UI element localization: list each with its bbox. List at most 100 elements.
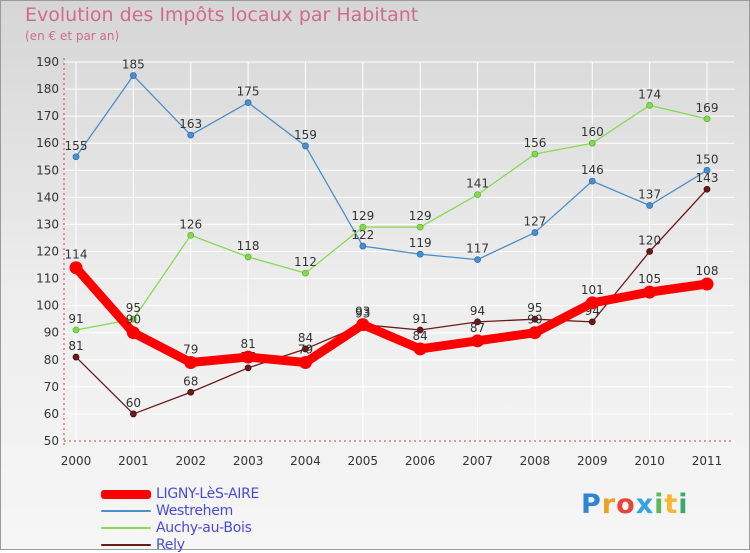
data-label-rely: 93	[355, 307, 370, 321]
data-label-westrehem: 117	[466, 242, 489, 256]
data-label-rely: 68	[183, 374, 198, 388]
proxiti-logo: Proxiti	[581, 489, 689, 520]
y-tick-label: 50	[44, 434, 59, 448]
data-label-westrehem: 159	[294, 128, 317, 142]
data-label-ligny: 108	[696, 264, 719, 278]
data-label-auchy: 174	[638, 87, 661, 101]
data-label-rely: 60	[126, 396, 141, 410]
y-tick-label: 170	[36, 109, 59, 123]
point-rely	[588, 318, 596, 326]
point-auchy	[531, 150, 539, 158]
data-label-ligny: 81	[240, 337, 255, 351]
series-line-westrehem	[75, 74, 708, 261]
legend-swatch-auchy	[101, 527, 151, 529]
point-rely	[646, 248, 654, 255]
y-tick-label: 140	[36, 190, 59, 204]
point-auchy	[703, 115, 711, 123]
chart-title: Evolution des Impôts locaux par Habitant	[25, 4, 419, 26]
logo-letter: i	[678, 489, 689, 520]
point-auchy	[646, 101, 654, 109]
data-label-auchy: 169	[696, 101, 719, 115]
data-label-auchy: 141	[466, 177, 489, 191]
legend-item-auchy: Auchy-au-Bois	[101, 520, 252, 536]
point-ligny	[184, 355, 198, 369]
point-westrehem	[474, 256, 481, 264]
data-label-auchy: 95	[126, 301, 141, 315]
point-ligny	[298, 355, 312, 369]
point-rely	[474, 318, 481, 326]
y-tick-label: 190	[36, 55, 59, 69]
point-auchy	[187, 231, 195, 239]
data-label-westrehem: 175	[237, 85, 260, 99]
data-label-ligny: 90	[126, 313, 141, 327]
x-tick-label: 2000	[61, 454, 92, 468]
data-label-ligny: 84	[413, 329, 428, 343]
data-label-westrehem: 146	[581, 163, 604, 177]
legend-swatch-ligny	[101, 489, 151, 499]
series-line-auchy	[75, 104, 708, 331]
point-auchy	[588, 139, 596, 147]
data-label-westrehem: 119	[409, 236, 432, 250]
data-label-westrehem: 185	[122, 58, 145, 72]
point-westrehem	[416, 250, 424, 258]
point-westrehem	[531, 229, 539, 236]
data-label-auchy: 129	[409, 209, 432, 223]
y-tick-label: 110	[36, 272, 59, 286]
x-tick-label: 2001	[118, 454, 149, 468]
data-label-auchy: 156	[523, 136, 546, 150]
y-tick-label: 150	[36, 163, 59, 177]
y-tick-label: 80	[44, 353, 59, 367]
point-auchy	[72, 326, 80, 334]
data-label-westrehem: 137	[638, 187, 661, 201]
point-westrehem	[244, 99, 252, 107]
legend-item-rely: Rely	[101, 537, 185, 553]
y-tick-label: 130	[36, 217, 59, 231]
logo-letter: r	[601, 489, 617, 520]
point-auchy	[244, 253, 252, 261]
legend-label-ligny: LIGNY-LèS-AIRE	[156, 486, 260, 502]
legend-swatch-westrehem	[101, 510, 151, 512]
point-ligny	[241, 350, 255, 364]
point-rely	[244, 364, 252, 372]
point-ligny	[69, 261, 83, 275]
x-tick-label: 2004	[290, 454, 321, 468]
data-label-westrehem: 150	[696, 152, 719, 166]
point-ligny	[643, 285, 657, 299]
point-ligny	[126, 326, 140, 340]
point-auchy	[474, 191, 481, 199]
series-line-rely	[75, 188, 708, 415]
data-label-auchy: 126	[179, 217, 202, 231]
y-tick-label: 120	[36, 245, 59, 259]
data-label-auchy: 160	[581, 125, 604, 139]
data-label-auchy: 129	[351, 209, 374, 223]
logo-letter: o	[616, 489, 636, 520]
data-label-westrehem: 163	[179, 117, 202, 131]
logo-letter: x	[635, 489, 655, 520]
logo-letter: t	[664, 489, 679, 520]
data-label-westrehem: 127	[523, 215, 546, 229]
y-tick-label: 70	[44, 380, 59, 394]
data-label-westrehem: 155	[65, 139, 88, 153]
point-auchy	[302, 269, 309, 277]
legend-label-rely: Rely	[156, 537, 185, 553]
point-ligny	[528, 326, 542, 340]
point-rely	[302, 345, 309, 353]
legend-label-auchy: Auchy-au-Bois	[156, 520, 252, 536]
data-label-rely: 94	[470, 304, 485, 318]
y-tick-label: 160	[36, 136, 59, 150]
data-label-auchy: 118	[237, 239, 260, 253]
point-westrehem	[187, 131, 195, 139]
logo-letter: i	[654, 489, 665, 520]
x-tick-label: 2003	[233, 454, 264, 468]
point-ligny	[585, 296, 599, 310]
point-ligny	[700, 277, 714, 291]
y-tick-label: 60	[44, 407, 59, 421]
x-tick-label: 2002	[175, 454, 206, 468]
legend-swatch-rely	[101, 544, 151, 546]
point-rely	[416, 326, 424, 334]
legend-item-ligny: LIGNY-LèS-AIRE	[101, 486, 259, 502]
x-tick-label: 2006	[405, 454, 436, 468]
logo-letter: P	[581, 489, 602, 520]
data-label-ligny: 114	[65, 248, 88, 262]
